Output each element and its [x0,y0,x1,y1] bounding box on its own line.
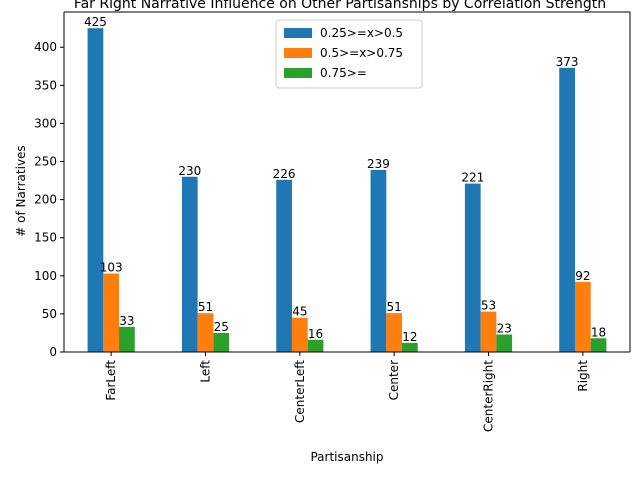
legend: 0.25>=x>0.5 0.5>=x>0.75 0.75>= [275,19,423,89]
bar-FarLeft-series-2 [119,326,135,352]
data-label-CenterLeft-series-2: 16 [308,327,323,341]
y-tick-label: 0 [49,345,57,359]
bar-CenterRight-series-2 [496,334,513,352]
data-label-Center-series-1: 51 [387,300,402,314]
data-label-CenterLeft-series-0: 226 [273,167,296,181]
bar-CenterLeft-series-1 [291,317,308,352]
bar-Center-series-0 [370,169,387,352]
bar-Left-series-0 [181,176,198,352]
data-label-CenterRight-series-1: 53 [481,299,496,313]
y-tick-label: 250 [34,155,57,169]
data-label-FarLeft-series-2: 33 [119,314,134,328]
legend-label-2: 0.75>= [320,66,367,80]
legend-swatch-2 [284,68,312,78]
bar-Left-series-2 [213,332,230,352]
bar-CenterRight-series-1 [480,311,497,352]
legend-label-0: 0.25>=x>0.5 [320,26,403,40]
bar-Right-series-2 [590,338,607,352]
x-axis: FarLeft Left CenterLeft Center CenterRight Ri… [64,351,630,432]
x-tick-label-Right: Right [576,360,590,392]
y-tick-label: 150 [34,231,57,245]
y-axis: 0 50 100 150 200 250 300 350 400 [34,11,631,359]
bar-Right-series-1 [574,281,591,352]
x-tick-label-CenterLeft: CenterLeft [293,360,307,423]
legend-frame [275,19,423,89]
y-tick-label: 50 [42,307,57,321]
data-label-CenterRight-series-0: 221 [461,171,484,185]
chart-title: Far Right Narrative Influence on Other P… [74,0,606,12]
data-label-Center-series-2: 12 [402,330,417,344]
data-label-CenterLeft-series-1: 45 [292,305,307,319]
bar-CenterLeft-series-0 [276,179,292,352]
bar-Right-series-0 [559,67,575,352]
y-tick-label: 200 [34,193,57,207]
bar-Left-series-1 [197,313,214,352]
data-label-FarLeft-series-0: 425 [84,15,107,29]
plot-area: 4251033323051252264516239511222153233739… [84,15,607,352]
x-axis-title: Partisanship [310,450,383,464]
y-tick-label: 400 [34,40,57,54]
bar-CenterRight-series-0 [464,183,481,352]
x-tick-label-Left: Left [199,360,213,383]
y-tick-label: 350 [34,78,57,92]
data-label-Right-series-0: 373 [556,55,579,69]
data-label-Left-series-2: 25 [214,320,229,334]
data-label-FarLeft-series-1: 103 [100,261,123,275]
bar-FarLeft-series-0 [87,28,104,352]
x-tick-label-Center: Center [387,360,401,400]
y-axis-title: # of Narratives [14,145,28,236]
data-label-Right-series-2: 18 [591,325,606,339]
x-tick-label-FarLeft: FarLeft [104,360,118,401]
bar-CenterLeft-series-2 [307,339,324,352]
bar-FarLeft-series-1 [103,273,120,352]
bar-Center-series-2 [402,342,418,352]
data-label-Right-series-1: 92 [575,269,590,283]
data-label-CenterRight-series-2: 23 [497,321,512,335]
data-label-Left-series-1: 51 [198,300,213,314]
bar-Center-series-1 [386,313,403,352]
data-label-Center-series-0: 239 [367,157,390,171]
legend-swatch-1 [284,48,312,58]
legend-swatch-0 [284,28,312,38]
data-label-Left-series-0: 230 [178,164,201,178]
y-tick-label: 100 [34,269,57,283]
x-tick-label-CenterRight: CenterRight [482,360,496,432]
legend-label-1: 0.5>=x>0.75 [320,46,403,60]
y-tick-label: 300 [34,116,57,130]
